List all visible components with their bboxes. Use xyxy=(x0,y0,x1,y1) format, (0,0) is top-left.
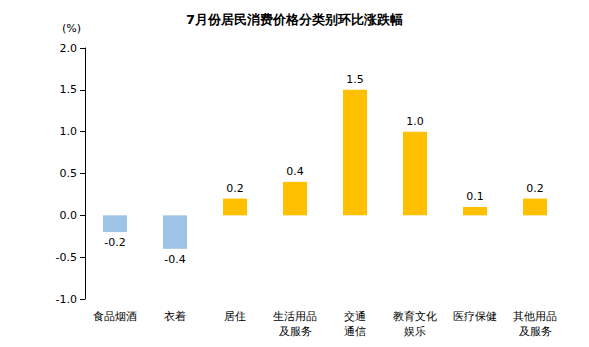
svg-text:衣着: 衣着 xyxy=(164,310,186,323)
svg-text:2.0: 2.0 xyxy=(60,42,78,55)
svg-text:-1.0: -1.0 xyxy=(56,293,77,306)
svg-text:交通: 交通 xyxy=(344,310,366,323)
svg-text:1.0: 1.0 xyxy=(406,115,424,128)
svg-text:通信: 通信 xyxy=(344,325,366,338)
svg-text:食品烟酒: 食品烟酒 xyxy=(93,310,137,323)
svg-text:1.0: 1.0 xyxy=(60,125,78,138)
svg-text:(%): (%) xyxy=(62,22,81,35)
svg-text:居住: 居住 xyxy=(224,310,246,323)
svg-text:-0.2: -0.2 xyxy=(104,236,125,249)
svg-text:-0.5: -0.5 xyxy=(56,251,77,264)
svg-text:1.5: 1.5 xyxy=(346,73,364,86)
svg-text:及服务: 及服务 xyxy=(279,325,312,338)
svg-text:1.5: 1.5 xyxy=(60,83,78,96)
svg-text:其他用品: 其他用品 xyxy=(513,310,557,323)
svg-text:娱乐: 娱乐 xyxy=(404,325,426,338)
svg-text:教育文化: 教育文化 xyxy=(393,310,437,323)
svg-text:0.0: 0.0 xyxy=(60,209,78,222)
svg-text:0.5: 0.5 xyxy=(60,167,78,180)
svg-text:0.2: 0.2 xyxy=(226,182,244,195)
svg-text:生活用品: 生活用品 xyxy=(273,310,317,323)
svg-text:0.2: 0.2 xyxy=(526,182,544,195)
svg-text:7月份居民消费价格分类别环比涨跌幅: 7月份居民消费价格分类别环比涨跌幅 xyxy=(186,12,403,27)
svg-text:-0.4: -0.4 xyxy=(164,253,185,266)
svg-text:0.4: 0.4 xyxy=(286,165,304,178)
svg-text:及服务: 及服务 xyxy=(519,325,552,338)
svg-text:医疗保健: 医疗保健 xyxy=(453,310,497,323)
svg-text:0.1: 0.1 xyxy=(466,190,484,203)
